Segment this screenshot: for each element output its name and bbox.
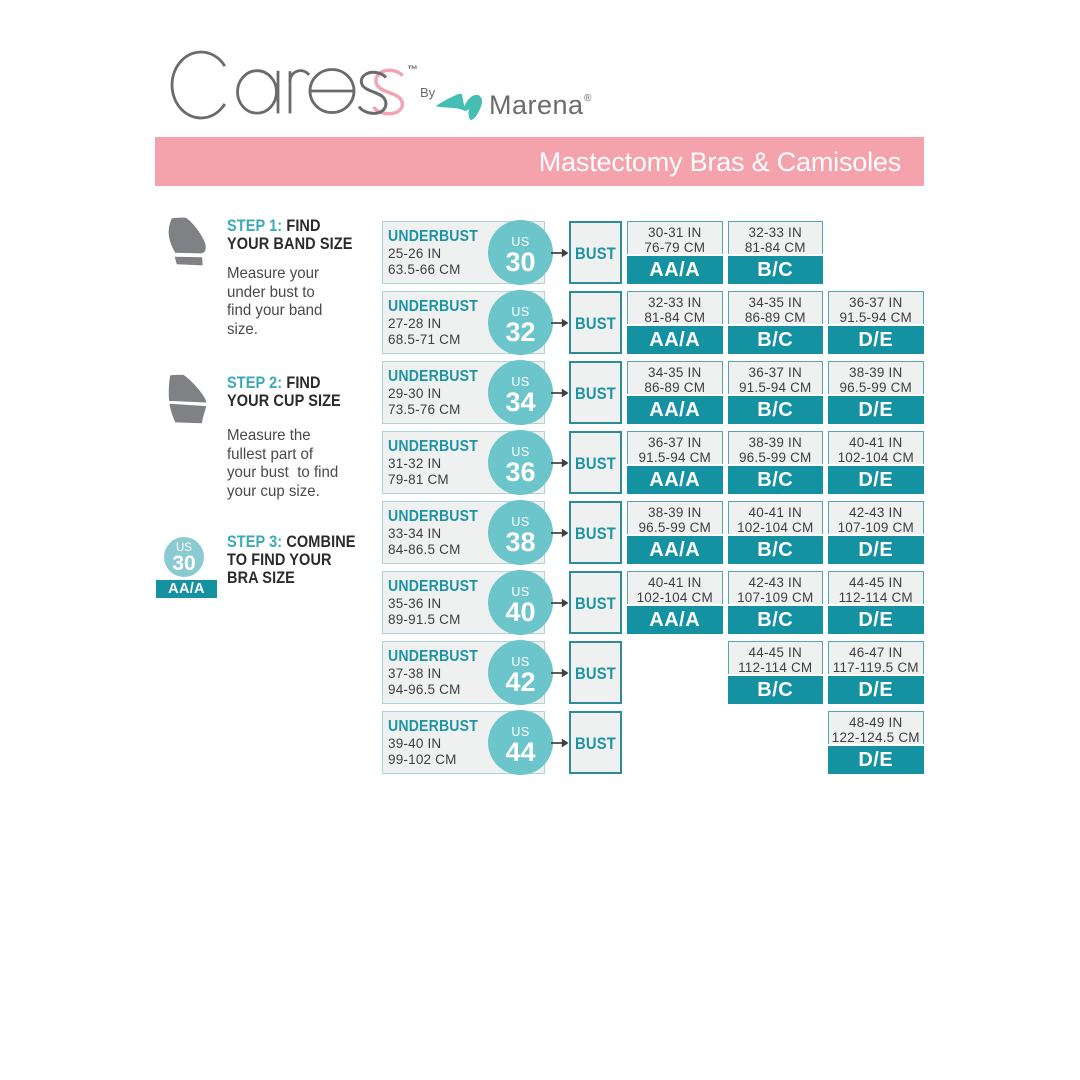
svg-text:By: By	[420, 85, 436, 100]
svg-text:Marena: Marena	[489, 90, 584, 120]
svg-text:™: ™	[407, 64, 418, 76]
svg-text:®: ®	[584, 93, 592, 104]
